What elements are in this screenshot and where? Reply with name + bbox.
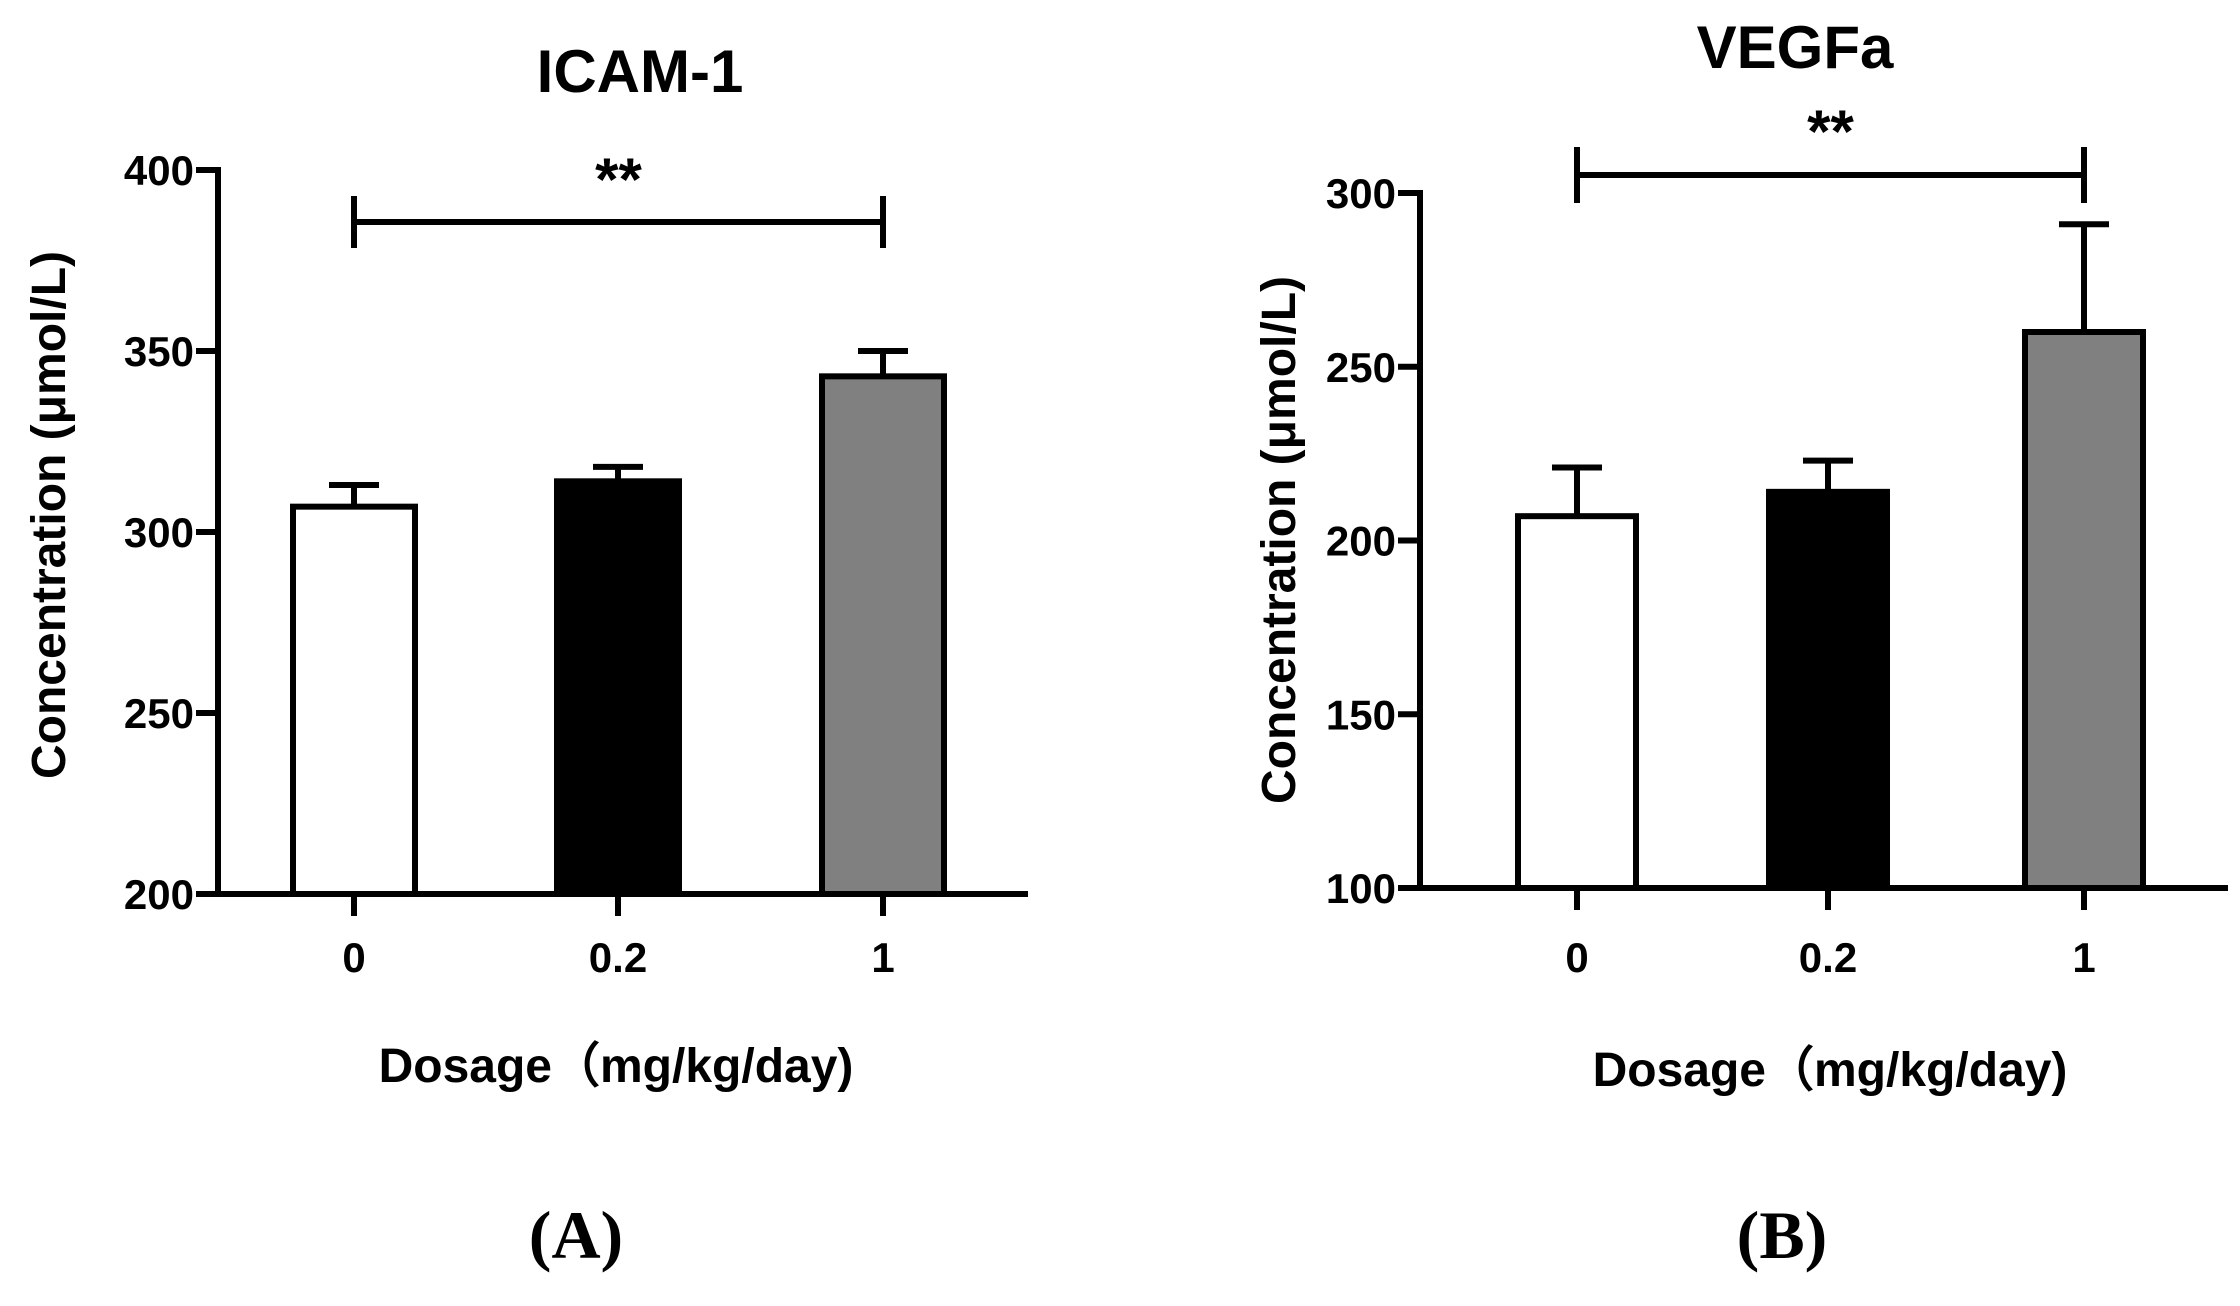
x-axis-label-b: Dosage（mg/kg/day) — [1593, 1044, 2068, 1097]
chart-panel-a: ICAM-1 Concentration (μmol/L) Dosage（mg/… — [23, 38, 1028, 1273]
y-axis-label-b: Concentration (μmol/L) — [1253, 276, 1306, 804]
y-tick-label-b-200: 200 — [1326, 518, 1396, 565]
x-tick-label-a-0: 0 — [342, 934, 365, 981]
bar-a-0 — [290, 503, 418, 897]
y-tick-label-a-350: 350 — [124, 328, 194, 375]
x-tick-label-a-0.2: 0.2 — [589, 934, 647, 981]
y-tick-label-a-250: 250 — [124, 690, 194, 737]
y-tick-label-a-200: 200 — [124, 871, 194, 918]
plot-area-b: 100 150 200 250 300 0 0.2 1 ** — [1326, 98, 2228, 981]
chart-title-a: ICAM-1 — [537, 38, 744, 105]
bar-b-0.2 — [1766, 488, 1890, 891]
y-tick-label-a-400: 400 — [124, 147, 194, 194]
x-tick-label-b-1: 1 — [2072, 934, 2095, 981]
y-tick-label-a-300: 300 — [124, 509, 194, 556]
y-tick-label-b-150: 150 — [1326, 691, 1396, 738]
significance-label-b: ** — [1807, 98, 1854, 165]
bar-b-1 — [2022, 329, 2146, 891]
panel-label-a: (A) — [529, 1197, 623, 1273]
x-axis-label-a: Dosage（mg/kg/day) — [379, 1040, 854, 1093]
bar-a-1 — [819, 373, 947, 897]
y-tick-label-b-100: 100 — [1326, 865, 1396, 912]
x-tick-label-b-0.2: 0.2 — [1799, 934, 1857, 981]
plot-area-a: 200 250 300 350 400 0 0.2 1 ** — [124, 146, 1028, 981]
y-tick-label-b-300: 300 — [1326, 170, 1396, 217]
x-tick-label-b-0: 0 — [1565, 934, 1588, 981]
panel-label-b: (B) — [1737, 1197, 1828, 1273]
x-tick-label-a-1: 1 — [871, 934, 894, 981]
bar-b-0 — [1515, 513, 1639, 891]
significance-label-a: ** — [595, 146, 642, 213]
y-axis-label-a: Concentration (μmol/L) — [23, 251, 76, 779]
chart-panel-b: VEGFa Concentration (μmol/L) Dosage（mg/k… — [1253, 14, 2228, 1273]
bar-a-0.2 — [554, 478, 682, 897]
y-tick-label-b-250: 250 — [1326, 344, 1396, 391]
chart-title-b: VEGFa — [1697, 14, 1894, 81]
